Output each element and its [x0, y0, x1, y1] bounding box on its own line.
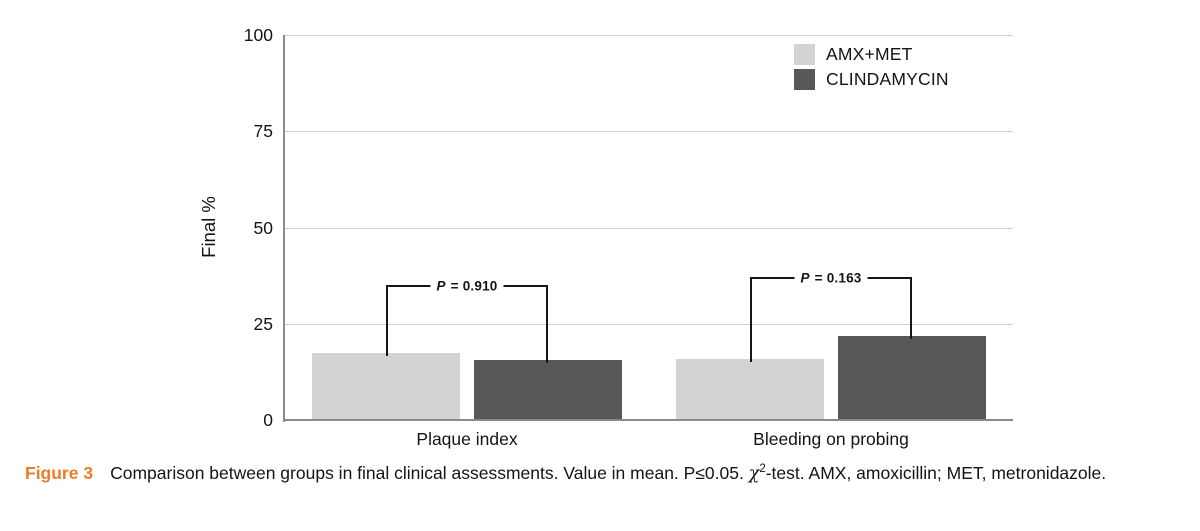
x-category-label-plaque-index: Plaque index	[416, 429, 518, 449]
chi-superscript: 2	[759, 463, 766, 475]
bracket-left-drop-plaque-index	[386, 284, 388, 356]
legend-item-clindamycin: CLINDAMYCIN	[794, 67, 949, 92]
gridline-25	[283, 323, 1013, 325]
legend-swatch-clindamycin	[794, 69, 815, 90]
gridline-50	[283, 227, 1013, 229]
figure-number-label: Figure 3	[25, 462, 94, 483]
caption-text-2: -test. AMX, amoxicillin; MET, metronidaz…	[765, 462, 1107, 483]
bar-clindamycin-plaque-index	[474, 359, 622, 420]
caption-text-1: Comparison between groups in final clini…	[110, 462, 749, 483]
chi-symbol: χ	[748, 463, 760, 484]
figure-caption: Figure 3 Comparison between groups in fin…	[25, 452, 1153, 492]
gridline-75	[283, 131, 1013, 133]
y-tick-label-50: 50	[253, 217, 273, 238]
bar-amx-met-bleeding-on-probing	[676, 359, 824, 420]
legend: AMX+MET CLINDAMYCIN	[794, 42, 949, 92]
bracket-left-drop-bleeding-on-probing	[750, 277, 752, 363]
bracket-right-drop-bleeding-on-probing	[910, 277, 912, 340]
legend-swatch-amx-met	[794, 44, 815, 65]
legend-item-amx-met: AMX+MET	[794, 42, 949, 67]
y-axis-line	[283, 35, 285, 422]
y-tick-label-75: 75	[253, 121, 273, 142]
bar-clindamycin-bleeding-on-probing	[838, 336, 986, 420]
bracket-right-drop-plaque-index	[546, 284, 548, 363]
y-tick-label-100: 100	[243, 25, 273, 45]
p-value-label-plaque-index: P = 0.910	[430, 278, 504, 294]
bar-amx-met-plaque-index	[312, 353, 460, 420]
x-axis-line	[283, 419, 1013, 421]
p-value-label-bleeding-on-probing: P = 0.163	[794, 270, 868, 286]
legend-label-amx-met: AMX+MET	[826, 44, 913, 64]
legend-label-clindamycin: CLINDAMYCIN	[826, 69, 949, 89]
y-tick-label-0: 0	[263, 410, 273, 430]
gridline-100	[283, 35, 1013, 36]
y-tick-label-25: 25	[253, 313, 273, 334]
y-axis-title: Final %	[198, 196, 219, 258]
plot-area: P = 0.910 P = 0.163	[283, 35, 1013, 422]
x-category-label-bleeding-on-probing: Bleeding on probing	[753, 429, 909, 449]
